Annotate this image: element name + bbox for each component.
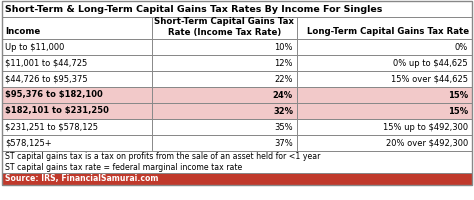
Text: \$231,251 to \$578,125: \$231,251 to \$578,125 xyxy=(5,122,98,132)
Bar xyxy=(2,17,472,39)
Text: 20% over \$492,300: 20% over \$492,300 xyxy=(386,138,468,148)
Text: ST capital gains tax rate = federal marginal income tax rate: ST capital gains tax rate = federal marg… xyxy=(5,163,242,172)
Text: 0%: 0% xyxy=(455,43,468,51)
Text: \$44,726 to \$95,375: \$44,726 to \$95,375 xyxy=(5,74,88,84)
Bar xyxy=(2,71,472,87)
Text: 10%: 10% xyxy=(274,43,293,51)
Text: \$11,001 to \$44,725: \$11,001 to \$44,725 xyxy=(5,58,87,68)
Bar xyxy=(2,119,472,135)
Bar xyxy=(2,135,472,151)
Text: 15%: 15% xyxy=(448,106,468,116)
Bar xyxy=(2,103,472,119)
Text: 22%: 22% xyxy=(274,74,293,84)
Text: \$95,376 to \$182,100: \$95,376 to \$182,100 xyxy=(5,90,103,99)
Text: Short-Term Capital Gains Tax
Rate (Income Tax Rate): Short-Term Capital Gains Tax Rate (Incom… xyxy=(155,17,294,37)
Text: 37%: 37% xyxy=(274,138,293,148)
Bar xyxy=(2,87,472,103)
Text: Source: IRS, FinancialSamurai.com: Source: IRS, FinancialSamurai.com xyxy=(5,174,158,184)
Text: 32%: 32% xyxy=(273,106,293,116)
Bar xyxy=(2,173,472,185)
Text: \$182,101 to \$231,250: \$182,101 to \$231,250 xyxy=(5,106,109,116)
Bar xyxy=(2,151,472,173)
Text: 15%: 15% xyxy=(448,90,468,99)
Text: 24%: 24% xyxy=(273,90,293,99)
Text: 15% over \$44,625: 15% over \$44,625 xyxy=(391,74,468,84)
Bar xyxy=(2,1,472,17)
Text: 0% up to \$44,625: 0% up to \$44,625 xyxy=(393,58,468,68)
Bar xyxy=(2,39,472,55)
Text: \$578,125+: \$578,125+ xyxy=(5,138,52,148)
Text: Up to \$11,000: Up to \$11,000 xyxy=(5,43,64,51)
Text: 12%: 12% xyxy=(274,58,293,68)
Text: 15% up to \$492,300: 15% up to \$492,300 xyxy=(383,122,468,132)
Text: 35%: 35% xyxy=(274,122,293,132)
Text: Long-Term Capital Gains Tax Rate: Long-Term Capital Gains Tax Rate xyxy=(307,27,469,36)
Text: ST capital gains tax is a tax on profits from the sale of an asset held for <1 y: ST capital gains tax is a tax on profits… xyxy=(5,152,320,161)
Text: Income: Income xyxy=(5,27,40,36)
Text: Short-Term & Long-Term Capital Gains Tax Rates By Income For Singles: Short-Term & Long-Term Capital Gains Tax… xyxy=(5,4,383,14)
Bar xyxy=(2,55,472,71)
